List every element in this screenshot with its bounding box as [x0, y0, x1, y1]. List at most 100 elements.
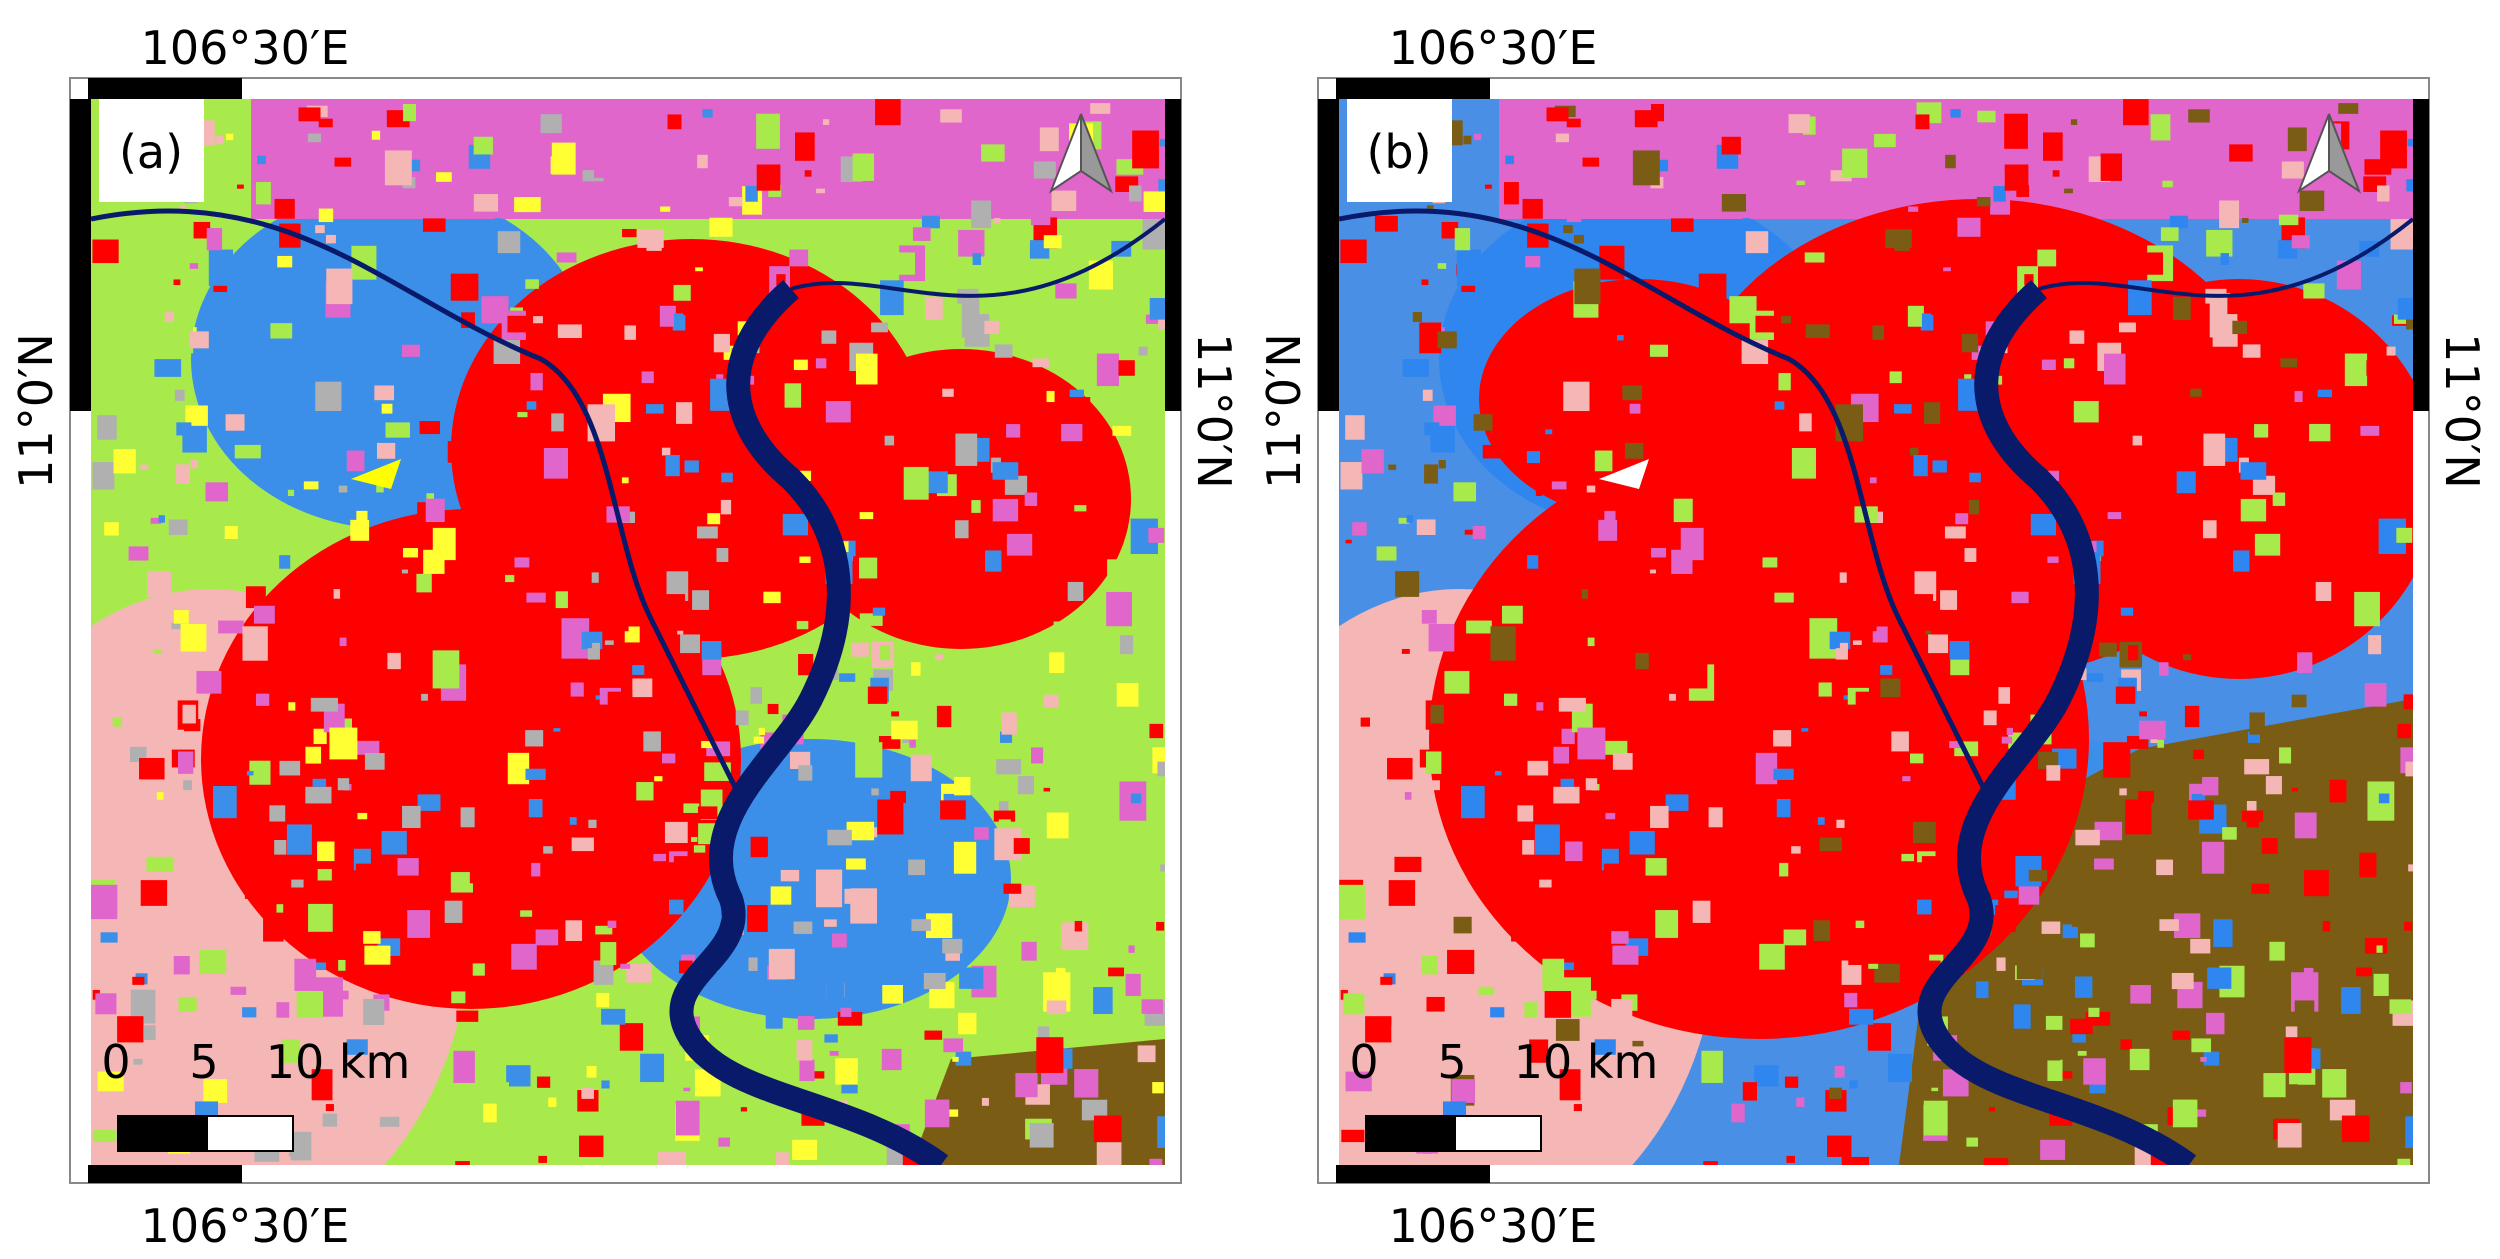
speckle — [669, 899, 684, 915]
speckle — [274, 198, 295, 219]
speckle — [1391, 1025, 1404, 1041]
speckle — [1573, 234, 1584, 244]
speckle — [143, 1025, 156, 1041]
speckle — [1755, 315, 1780, 333]
speckle — [1855, 691, 1881, 715]
speckle — [538, 1155, 547, 1163]
speckle — [1116, 937, 1140, 954]
speckle — [1542, 958, 1565, 991]
speckle — [2252, 475, 2276, 495]
speckle — [832, 933, 847, 948]
speckle — [473, 194, 499, 212]
speckle — [2139, 720, 2166, 740]
speckle — [338, 485, 348, 493]
speckle — [339, 637, 347, 647]
speckle — [855, 353, 878, 385]
speckle — [1914, 571, 1937, 601]
speckle — [2064, 595, 2077, 602]
speckle — [954, 776, 971, 796]
speckle — [953, 841, 977, 874]
speckle — [1774, 592, 1794, 603]
speckle — [178, 996, 197, 1012]
speckle — [843, 540, 856, 557]
speckle — [1976, 981, 1989, 999]
speckle — [971, 500, 981, 513]
speckle — [1910, 753, 1924, 764]
speckle — [1949, 741, 1964, 749]
speckle — [1043, 235, 1062, 249]
speckle — [506, 1065, 531, 1087]
speckle — [205, 916, 224, 934]
speckle — [1587, 637, 1595, 647]
speckle — [998, 800, 1009, 814]
speckle — [827, 829, 852, 846]
speckle — [607, 691, 633, 715]
speckle — [2396, 527, 2413, 543]
speckle — [1566, 118, 1581, 128]
speckle — [1698, 273, 1727, 301]
speckle — [257, 155, 267, 165]
speckle — [1917, 899, 1932, 915]
scale-bar — [1454, 1115, 1542, 1152]
speckle — [1587, 990, 1597, 1000]
speckle — [1574, 268, 1601, 305]
speckle — [421, 693, 428, 701]
speckle — [2200, 1056, 2207, 1062]
speckle — [1388, 880, 1416, 906]
speckle — [1704, 1010, 1727, 1022]
speckle — [958, 229, 985, 257]
speckle — [586, 1065, 597, 1078]
speckle — [2156, 859, 2173, 876]
speckle — [2251, 883, 2270, 894]
speckle — [1149, 1158, 1163, 1165]
speckle — [1931, 803, 1948, 813]
speckle — [1053, 621, 1069, 633]
speckle — [1940, 590, 1958, 610]
speckle — [2130, 985, 2151, 1004]
speckle — [193, 221, 211, 239]
speckle — [2294, 1000, 2315, 1015]
speckle — [707, 513, 721, 525]
speckle — [1081, 1099, 1108, 1121]
panel-label: (a) — [119, 125, 183, 179]
speckle — [350, 519, 370, 541]
speckle — [1143, 191, 1165, 212]
speckle — [1129, 185, 1142, 202]
speckle — [2139, 711, 2147, 717]
speckle — [1565, 841, 1583, 862]
speckle — [176, 464, 190, 484]
speckle — [1971, 345, 1982, 360]
speckle — [735, 710, 749, 726]
speckle — [2287, 127, 2307, 152]
scale-label: 5 — [189, 1035, 218, 1089]
speckle — [921, 215, 940, 229]
speckle — [308, 903, 333, 932]
speckle — [2169, 215, 2188, 229]
speckle — [1622, 385, 1643, 401]
speckle — [1339, 884, 1366, 920]
speckle — [497, 231, 521, 254]
speckle — [940, 800, 966, 820]
speckle — [1473, 414, 1493, 431]
speckle — [318, 208, 334, 223]
speckle — [1043, 694, 1059, 708]
speckle — [1720, 963, 1733, 976]
speckle — [112, 717, 122, 727]
speckle — [1852, 640, 1862, 645]
speckle — [1585, 778, 1598, 791]
speckle — [1456, 249, 1482, 286]
speckle — [872, 607, 886, 616]
speckle — [215, 135, 224, 145]
speckle — [1848, 942, 1865, 965]
speckle — [621, 477, 629, 484]
speckle — [871, 788, 879, 796]
speckle — [158, 515, 165, 523]
speckle — [154, 359, 182, 377]
speckle — [2140, 252, 2164, 275]
speckle — [2272, 492, 2286, 506]
speckle — [1586, 485, 1596, 493]
speckle — [1024, 492, 1038, 506]
speckle — [1463, 135, 1472, 145]
speckle — [1046, 1000, 1067, 1015]
speckle — [213, 786, 237, 819]
